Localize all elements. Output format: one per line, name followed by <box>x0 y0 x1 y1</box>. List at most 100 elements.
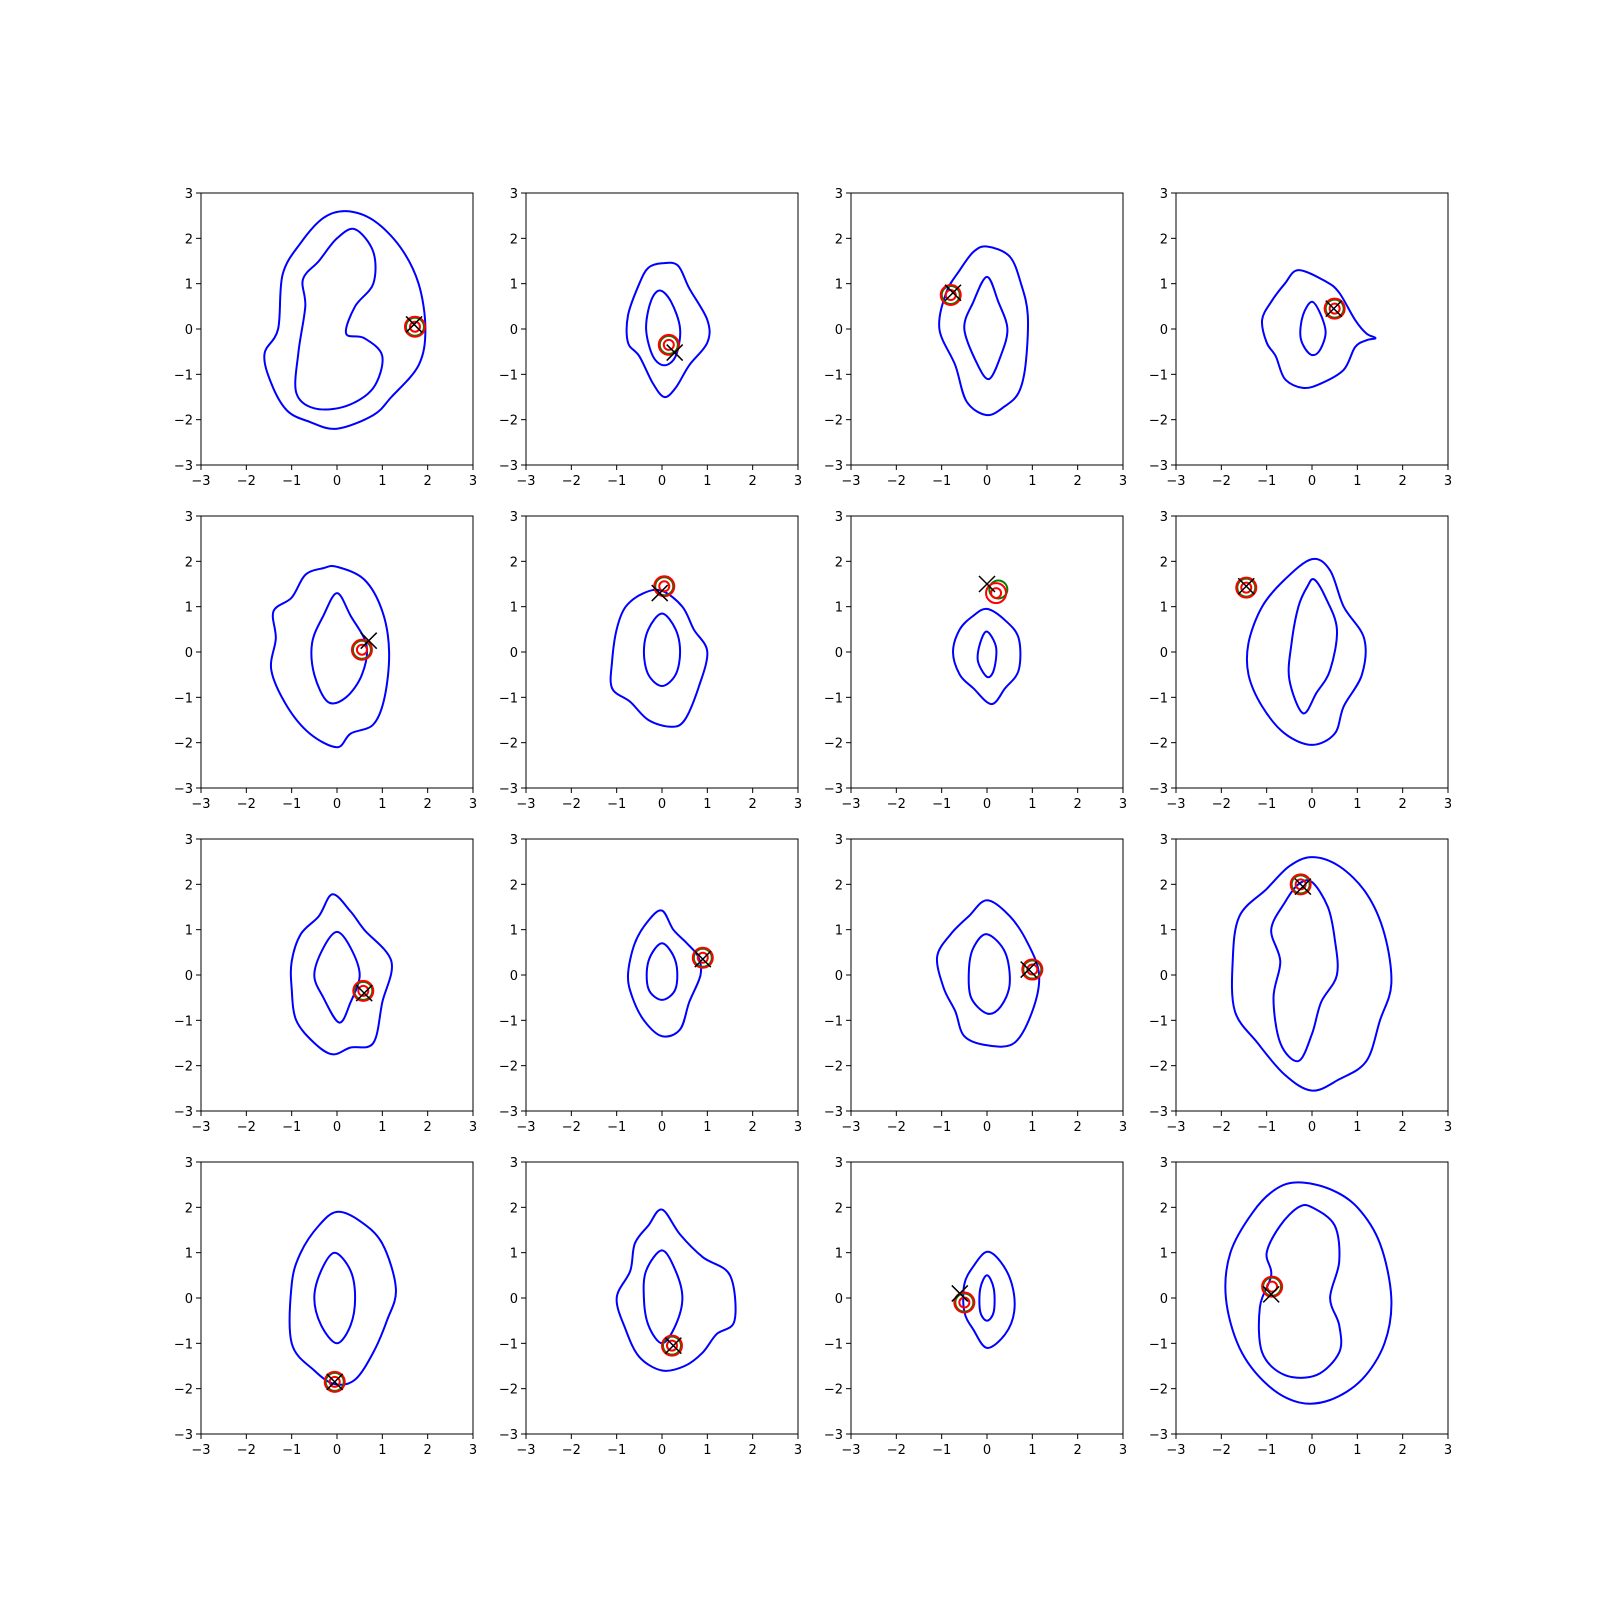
y-tick-label: 3 <box>185 1156 193 1171</box>
x-tick-label: −1 <box>932 1120 951 1135</box>
y-tick-label: 0 <box>835 969 843 984</box>
y-tick-label: 3 <box>835 1156 843 1171</box>
marker-x-b <box>1294 878 1312 896</box>
x-tick-label: −3 <box>191 1120 210 1135</box>
contour-inner <box>642 612 682 688</box>
subplot-9: −3−3 −2 −2 −1 −1 0 0 1 1 2 2 3 3 <box>174 833 477 1135</box>
y-tick-label: 0 <box>1160 1292 1168 1307</box>
y-tick-label: 1 <box>1160 924 1168 939</box>
plot-area <box>288 1210 397 1393</box>
x-tick-label: 0 <box>983 1443 991 1458</box>
plot-area <box>269 565 391 749</box>
marker-red-core <box>328 1375 341 1388</box>
y-tick-label: 3 <box>835 833 843 848</box>
x-tick-label: 1 <box>1353 797 1361 812</box>
x-tick-label: 0 <box>1308 1120 1316 1135</box>
marker-red-ring <box>352 979 375 1002</box>
y-tick-label: −2 <box>1149 737 1168 752</box>
y-tick-label: 3 <box>185 510 193 525</box>
y-tick-label: −1 <box>1149 691 1168 706</box>
x-tick-label: −1 <box>282 797 301 812</box>
x-tick-label: 0 <box>1308 474 1316 489</box>
x-tick-label: −1 <box>282 1120 301 1135</box>
x-tick-label: −3 <box>516 797 535 812</box>
x-tick-label: −2 <box>562 474 581 489</box>
y-tick-label: 0 <box>185 1292 193 1307</box>
marker-x-b <box>1020 961 1038 979</box>
marker-red-ring <box>350 638 373 661</box>
contour-outer <box>1230 856 1393 1092</box>
x-tick-label: −2 <box>887 474 906 489</box>
contour-outer <box>263 210 427 430</box>
marker-x-b <box>1325 300 1343 318</box>
subplot-5: −3−3 −2 −2 −1 −1 0 0 1 1 2 2 3 3 <box>174 510 477 812</box>
y-tick-label: 2 <box>510 555 518 570</box>
x-tick-label: −2 <box>237 797 256 812</box>
x-tick-label: −1 <box>1257 1120 1276 1135</box>
contour-inner <box>310 592 369 705</box>
x-tick-label: −1 <box>932 1443 951 1458</box>
y-tick-label: 3 <box>185 187 193 202</box>
marker-x-b <box>405 315 423 333</box>
y-tick-label: 2 <box>835 878 843 893</box>
contour-outer <box>615 1208 737 1372</box>
marker-x-b <box>355 984 373 1002</box>
y-tick-label: 2 <box>1160 1201 1168 1216</box>
x-tick-label: 3 <box>1444 1120 1452 1135</box>
subplot-2: −3−3 −2 −2 −1 −1 0 0 1 1 2 2 3 3 <box>499 187 802 489</box>
y-tick-label: −2 <box>824 1383 843 1398</box>
y-tick-label: −1 <box>1149 1014 1168 1029</box>
y-tick-label: −3 <box>824 459 843 474</box>
x-tick-label: 3 <box>469 1443 477 1458</box>
x-tick-label: 3 <box>1119 474 1127 489</box>
y-tick-label: 0 <box>185 969 193 984</box>
y-tick-label: −2 <box>174 1383 193 1398</box>
x-tick-label: −1 <box>1257 797 1276 812</box>
x-tick-label: 2 <box>424 1443 432 1458</box>
subplot-6: −3−3 −2 −2 −1 −1 0 0 1 1 2 2 3 3 <box>499 510 802 812</box>
y-tick-label: −2 <box>499 1060 518 1075</box>
x-tick-label: 2 <box>1399 474 1407 489</box>
y-tick-label: 0 <box>1160 323 1168 338</box>
y-tick-label: −3 <box>1149 1428 1168 1443</box>
marker-x-b <box>666 344 684 362</box>
x-tick-label: −1 <box>1257 474 1276 489</box>
y-tick-label: −1 <box>174 1014 193 1029</box>
x-tick-label: 3 <box>1119 1120 1127 1135</box>
x-tick-label: 2 <box>424 797 432 812</box>
contour-inner <box>294 227 384 411</box>
y-tick-label: 3 <box>835 510 843 525</box>
subplot-10: −3−3 −2 −2 −1 −1 0 0 1 1 2 2 3 3 <box>499 833 802 1135</box>
plot-area <box>938 245 1029 417</box>
x-tick-label: 3 <box>1119 1443 1127 1458</box>
x-tick-label: 0 <box>983 797 991 812</box>
y-tick-label: −3 <box>1149 782 1168 797</box>
x-tick-label: 0 <box>333 797 341 812</box>
x-tick-label: 1 <box>378 474 386 489</box>
y-tick-label: 2 <box>510 232 518 247</box>
x-tick-label: −3 <box>516 1443 535 1458</box>
y-tick-label: −1 <box>499 691 518 706</box>
y-tick-label: −1 <box>1149 368 1168 383</box>
y-tick-label: 1 <box>185 278 193 293</box>
x-tick-label: −3 <box>1166 797 1185 812</box>
y-tick-label: −1 <box>174 368 193 383</box>
marker-x-b <box>651 584 669 602</box>
x-tick-label: −3 <box>841 797 860 812</box>
marker-x-b <box>951 1284 969 1302</box>
x-tick-label: 0 <box>333 474 341 489</box>
y-tick-label: −3 <box>174 782 193 797</box>
x-tick-label: −1 <box>1257 1443 1276 1458</box>
contour-inner <box>976 630 998 679</box>
subplot-14: −3−3 −2 −2 −1 −1 0 0 1 1 2 2 3 3 <box>499 1156 802 1458</box>
marker-red-ring <box>985 582 1008 605</box>
marker-red-core <box>990 587 1003 600</box>
contour-outer <box>951 607 1022 706</box>
y-tick-label: −3 <box>824 1428 843 1443</box>
plot-area <box>289 893 393 1056</box>
y-tick-label: −1 <box>824 691 843 706</box>
marker-red-core <box>665 1339 678 1352</box>
x-tick-label: 3 <box>794 797 802 812</box>
y-tick-label: −1 <box>1149 1337 1168 1352</box>
